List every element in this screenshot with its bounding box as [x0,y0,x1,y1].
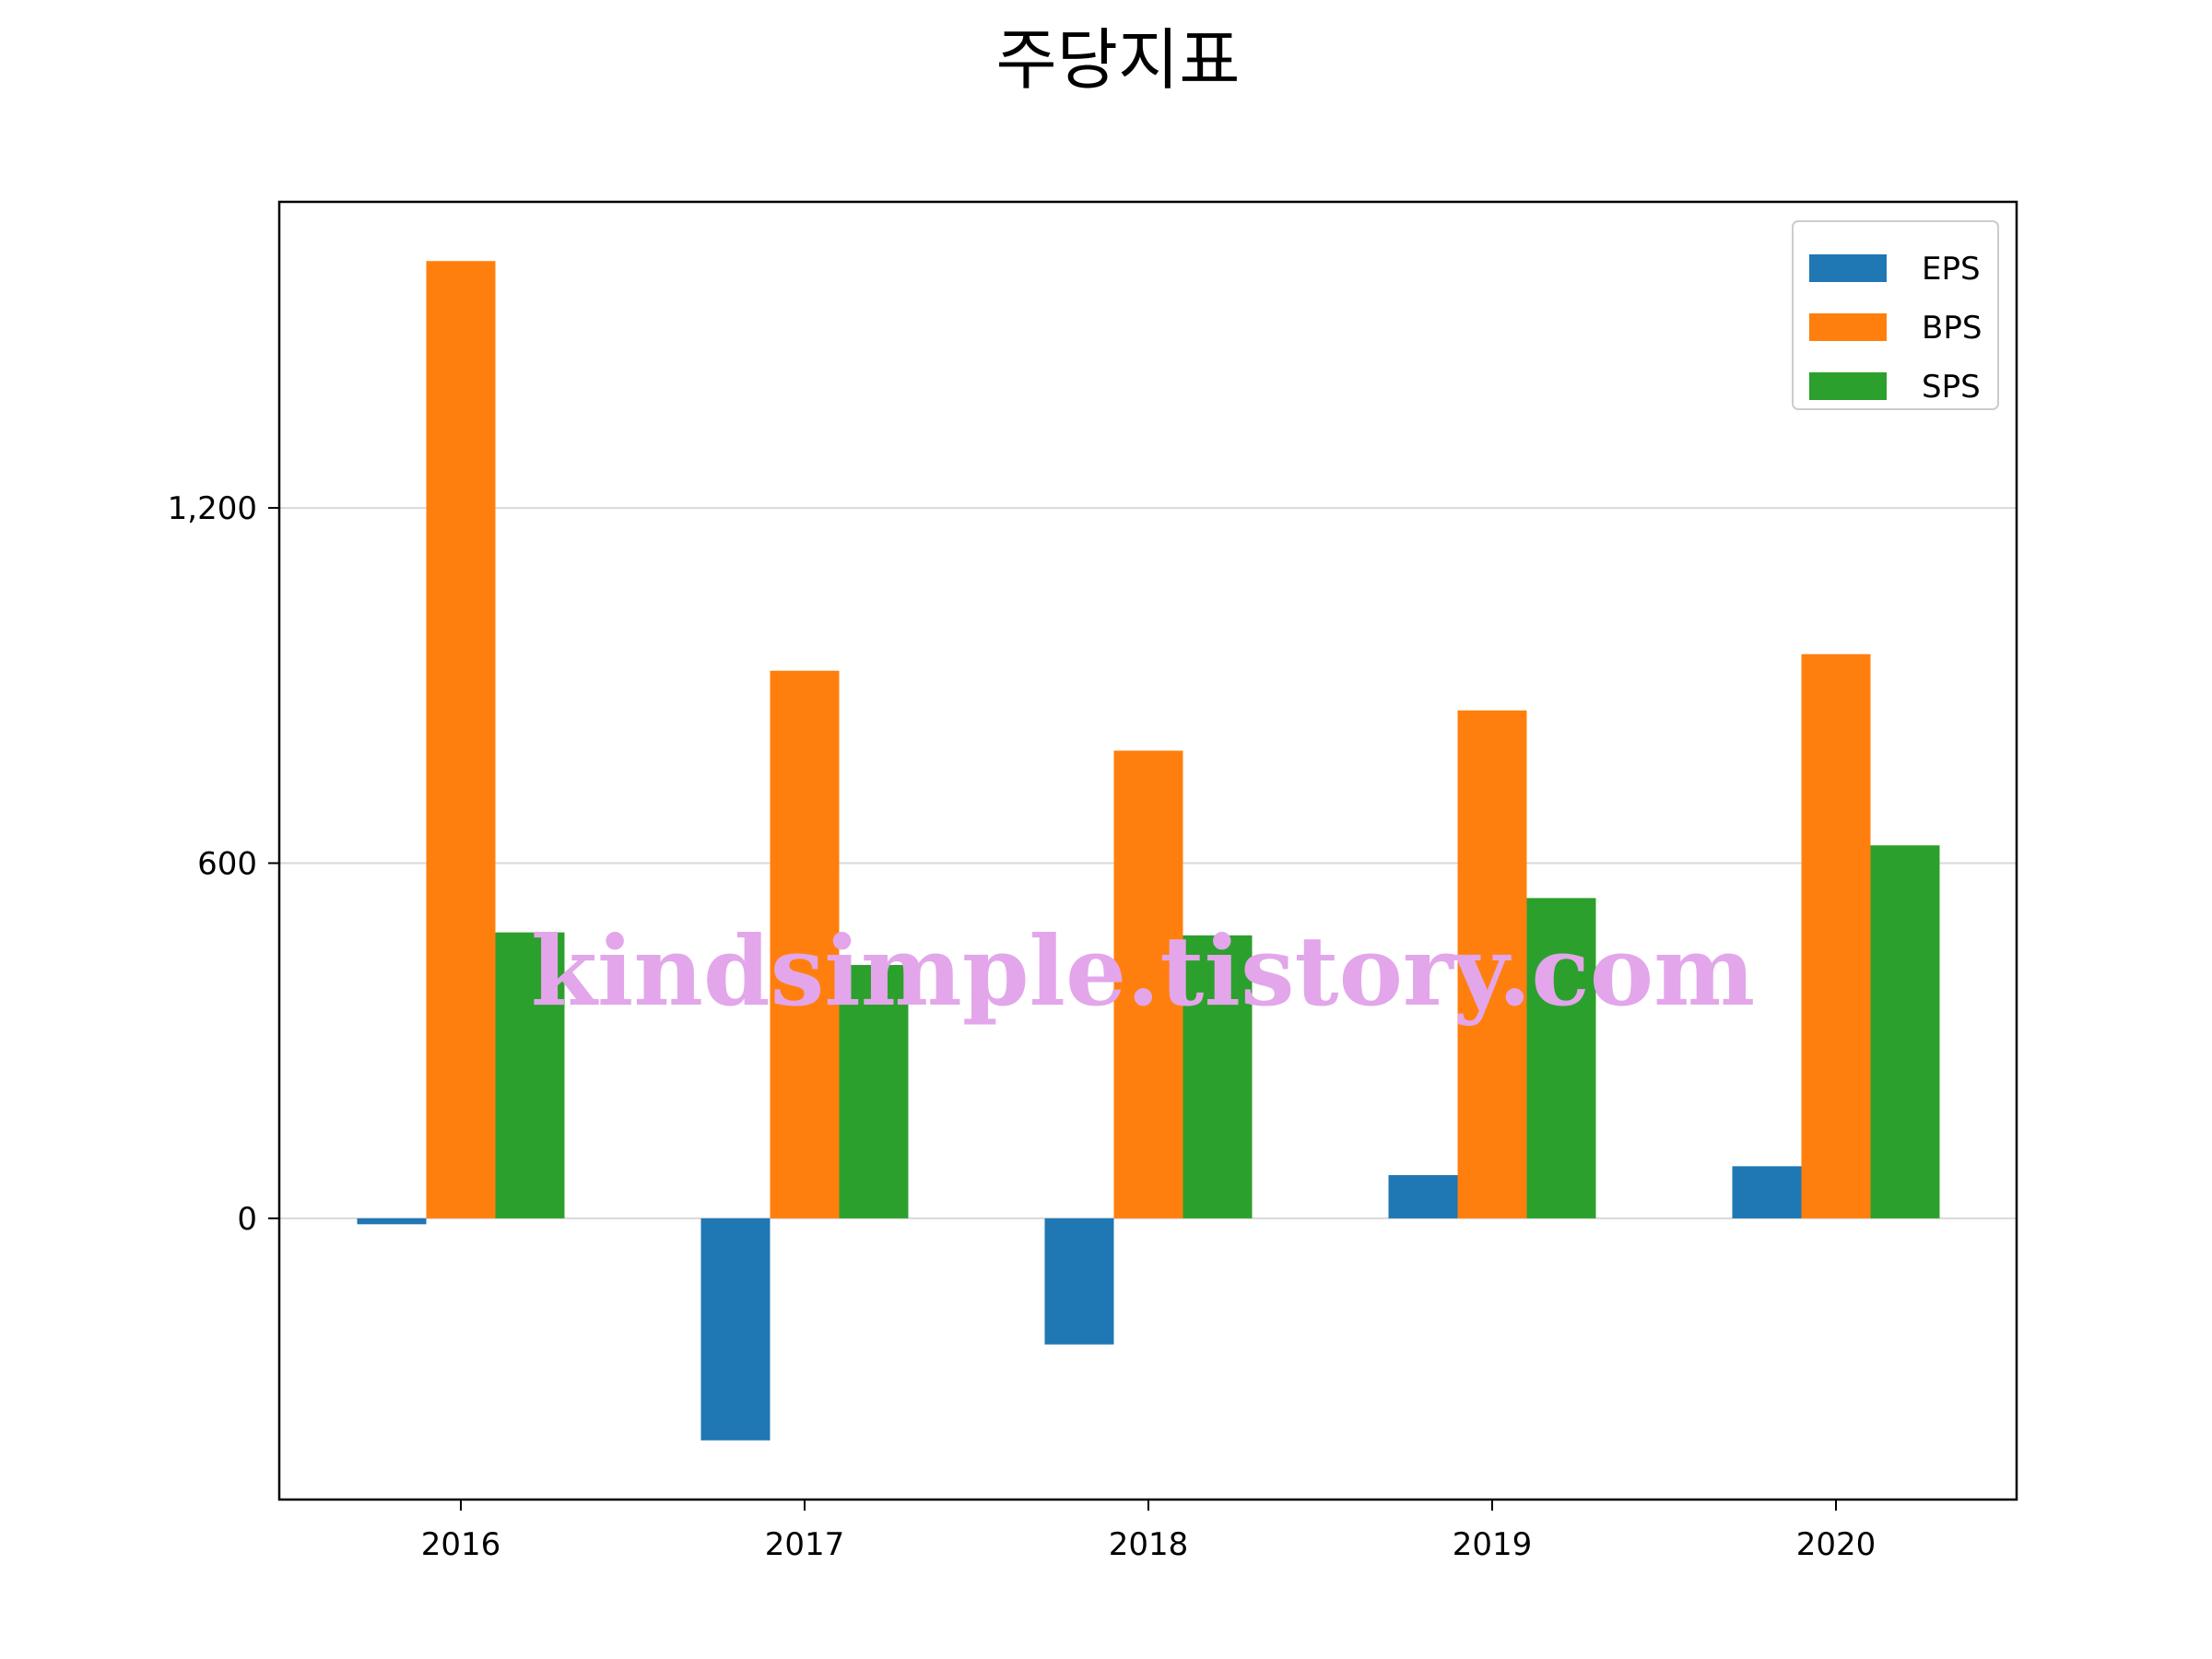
bar-eps-2016 [357,1218,427,1225]
bar-sps-2018 [1182,935,1253,1218]
bar-eps-2019 [1388,1175,1458,1218]
bar-eps-2017 [700,1218,771,1441]
legend-label-eps: EPS [1922,251,1981,288]
y-axis: 0 600 1,200 [168,490,279,1238]
x-tick-label: 2016 [421,1526,501,1563]
legend-swatch-eps [1809,254,1887,282]
y-tick-label: 600 [197,845,257,882]
bar-sps-2017 [839,964,909,1218]
bar-bps-2016 [426,261,496,1218]
bar-bps-2017 [770,670,840,1218]
legend-label-bps: BPS [1922,310,1982,347]
x-axis: 2016 2017 2018 2019 2020 [421,1500,1877,1563]
legend-swatch-bps [1809,313,1887,341]
legend: EPS BPS SPS [1792,220,1999,410]
legend-swatch-sps [1809,372,1887,400]
y-tick-label: 1,200 [168,490,257,527]
x-tick-label: 2019 [1453,1526,1533,1563]
bar-sps-2016 [495,932,565,1218]
bar-bps-2018 [1113,750,1183,1218]
y-tick-label: 0 [237,1201,257,1238]
bar-bps-2019 [1457,710,1527,1218]
x-tick-label: 2018 [1109,1526,1189,1563]
watermark: kindsimple.tistory.com [531,914,1755,1028]
bar-sps-2019 [1526,898,1596,1218]
bar-sps-2020 [1870,845,1940,1218]
bar-eps-2018 [1044,1218,1114,1345]
chart-title: 주당지표 [996,21,1241,99]
x-tick-label: 2017 [765,1526,845,1563]
bars-group [357,261,1940,1441]
bar-bps-2020 [1801,653,1871,1218]
x-tick-label: 2020 [1796,1526,1877,1563]
bar-eps-2020 [1732,1166,1802,1218]
legend-label-sps: SPS [1922,369,1981,406]
